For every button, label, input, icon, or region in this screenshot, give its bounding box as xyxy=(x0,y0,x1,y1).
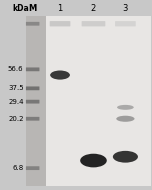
FancyBboxPatch shape xyxy=(26,67,40,71)
FancyBboxPatch shape xyxy=(115,21,136,26)
FancyBboxPatch shape xyxy=(26,166,40,170)
Text: 56.6: 56.6 xyxy=(8,66,24,72)
Ellipse shape xyxy=(116,116,135,122)
FancyBboxPatch shape xyxy=(82,21,105,26)
Ellipse shape xyxy=(80,154,107,167)
Ellipse shape xyxy=(113,151,138,163)
FancyBboxPatch shape xyxy=(26,117,40,121)
Text: 1: 1 xyxy=(57,4,63,13)
FancyBboxPatch shape xyxy=(26,22,40,26)
FancyBboxPatch shape xyxy=(26,100,40,104)
Text: M: M xyxy=(29,4,37,13)
Text: 29.4: 29.4 xyxy=(8,99,24,105)
Text: kDa: kDa xyxy=(12,4,29,13)
Text: 20.2: 20.2 xyxy=(8,116,24,122)
FancyBboxPatch shape xyxy=(26,86,40,90)
Bar xyxy=(26,16,46,186)
FancyBboxPatch shape xyxy=(50,21,70,26)
Text: 2: 2 xyxy=(91,4,96,13)
Text: 37.5: 37.5 xyxy=(8,85,24,91)
Text: 3: 3 xyxy=(123,4,128,13)
Text: 6.8: 6.8 xyxy=(12,165,24,171)
Ellipse shape xyxy=(117,105,134,110)
Bar xyxy=(26,16,151,186)
Ellipse shape xyxy=(50,70,70,80)
